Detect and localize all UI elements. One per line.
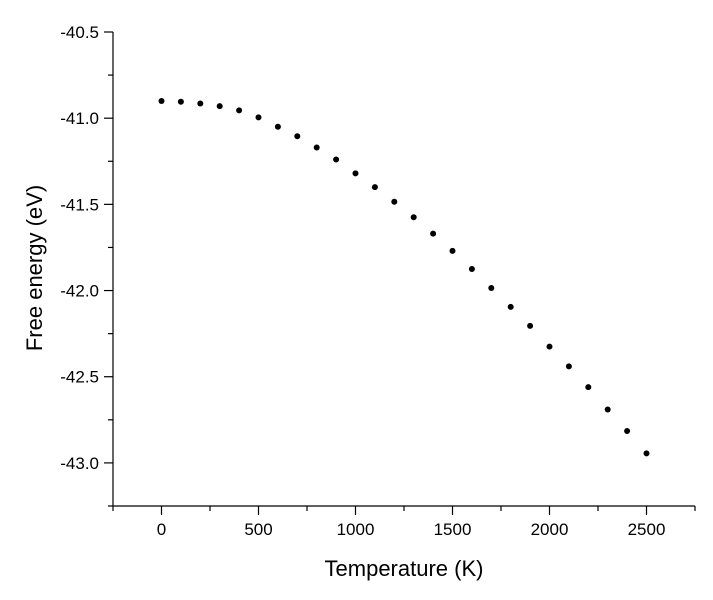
data-point (391, 198, 398, 205)
x-tick-label: 500 (244, 520, 272, 539)
x-tick-label: 2500 (628, 520, 666, 539)
data-points (158, 97, 650, 457)
y-axis-title: Free energy (eV) (22, 185, 47, 351)
data-point (624, 428, 631, 435)
data-point (527, 322, 534, 329)
x-tick-label: 1000 (337, 520, 375, 539)
data-point (333, 156, 340, 163)
y-tick-label: -41.0 (60, 109, 99, 128)
data-point (449, 247, 456, 254)
data-point (585, 384, 592, 391)
data-point (468, 266, 475, 272)
y-tick-label: -40.5 (60, 23, 99, 42)
x-axis-title: Temperature (K) (325, 556, 484, 581)
y-tick-label: -42.5 (60, 368, 99, 387)
x-tick-label: 1500 (434, 520, 472, 539)
data-point (177, 98, 184, 105)
data-point (216, 103, 223, 110)
data-point (255, 114, 262, 121)
y-tick-label: -41.5 (60, 195, 99, 214)
data-point (371, 184, 378, 191)
data-point (565, 363, 572, 370)
data-point (604, 406, 611, 413)
x-axis-ticks: 0 500 1000 1500 2000 2500 (112, 506, 696, 539)
y-tick-label: -42.0 (60, 282, 99, 301)
data-point (488, 284, 495, 291)
data-point (643, 450, 650, 457)
x-tick-label: 0 (157, 520, 166, 539)
y-tick-label: -43.0 (60, 454, 99, 473)
data-point (158, 97, 165, 104)
data-point (410, 214, 417, 221)
data-point (430, 230, 437, 237)
data-point (507, 303, 514, 310)
data-point (236, 107, 243, 114)
data-point (546, 343, 553, 350)
y-axis-ticks: -40.5 -41.0 -41.5 -42.0 -42.5 -43.0 (60, 23, 113, 507)
data-point (197, 100, 204, 107)
x-tick-label: 2000 (531, 520, 569, 539)
data-point (313, 144, 320, 151)
data-point (352, 170, 359, 177)
data-point (274, 123, 281, 130)
data-point (294, 133, 301, 140)
